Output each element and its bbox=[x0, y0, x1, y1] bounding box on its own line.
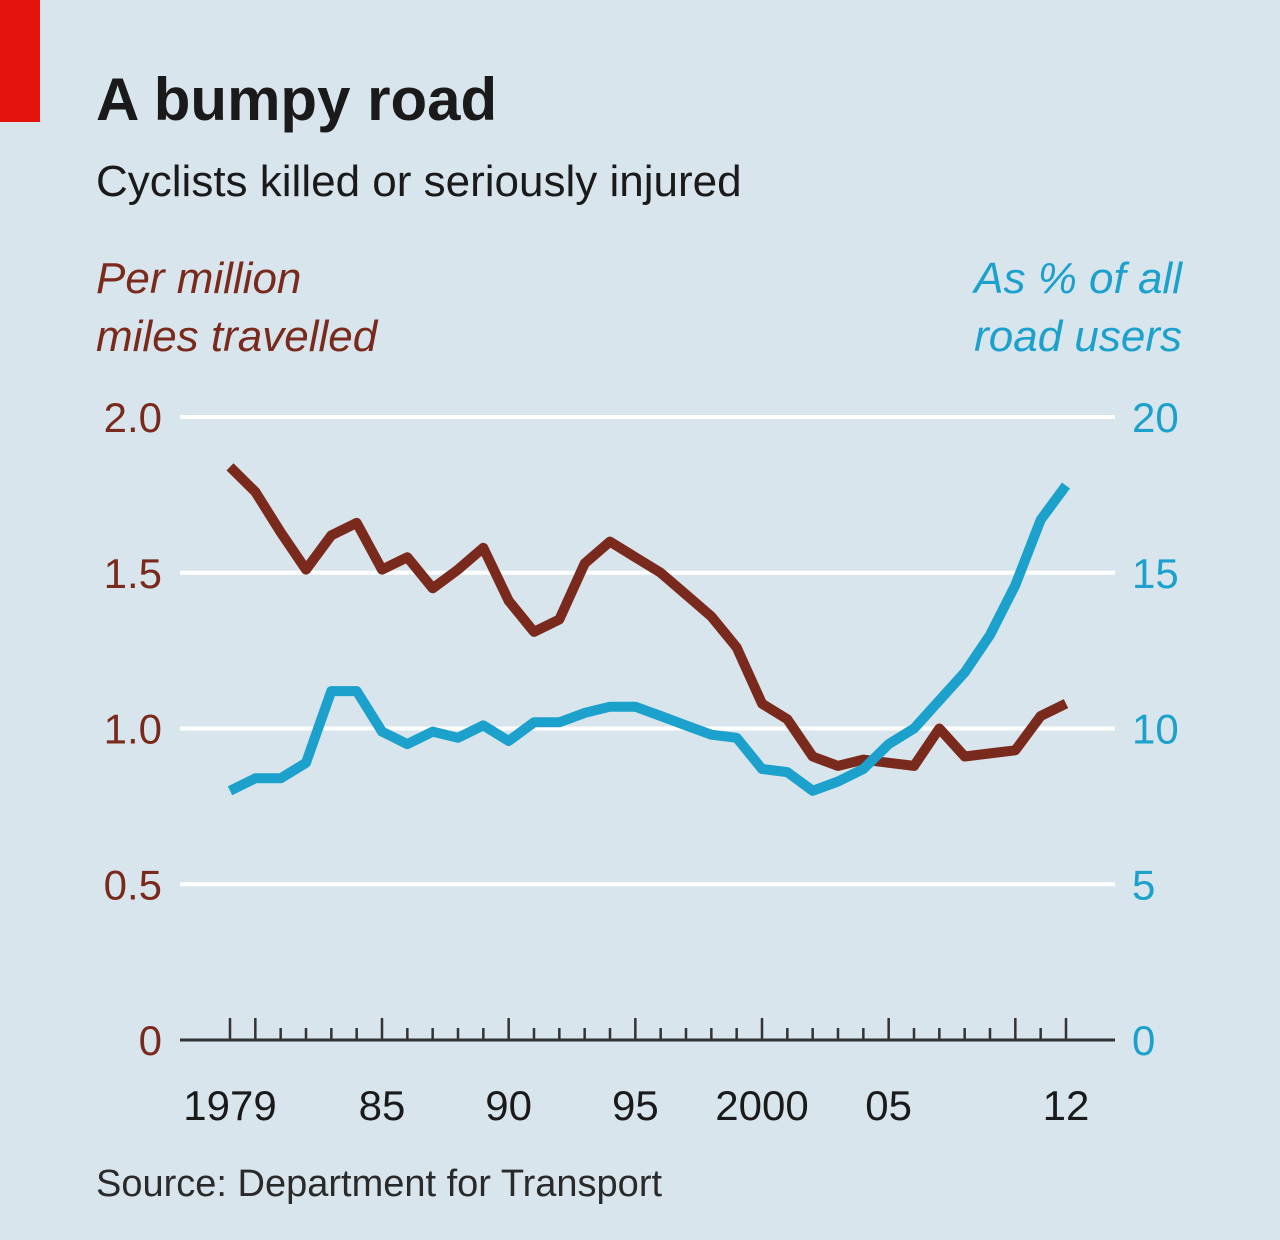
left-axis-ticks: 0 0.5 1.0 1.5 2.0 bbox=[104, 394, 162, 1064]
right-tick-label: 15 bbox=[1132, 550, 1179, 597]
left-axis-label-line-2: miles travelled bbox=[96, 312, 378, 361]
source-note: Source: Department for Transport bbox=[96, 1163, 663, 1205]
x-tick-label: 90 bbox=[485, 1082, 532, 1129]
series-line-percent-road-users bbox=[227, 482, 1071, 796]
right-axis-label: As % of all road users bbox=[974, 250, 1182, 366]
right-axis-ticks: 0 5 10 15 20 bbox=[1132, 394, 1179, 1064]
x-tick-label: 12 bbox=[1043, 1082, 1090, 1129]
x-tick-label: 05 bbox=[865, 1082, 912, 1129]
right-axis-label-line-1: As % of all bbox=[974, 254, 1182, 303]
left-axis-label-line-1: Per million bbox=[96, 254, 302, 303]
chart-subtitle: Cyclists killed or seriously injured bbox=[96, 157, 742, 206]
x-tick-label: 95 bbox=[612, 1082, 659, 1129]
x-tick-label: 1979 bbox=[183, 1082, 276, 1129]
series-line-per-million-miles bbox=[226, 463, 1069, 771]
right-tick-label: 20 bbox=[1132, 394, 1179, 441]
right-axis-label-line-2: road users bbox=[974, 312, 1182, 361]
left-tick-label: 2.0 bbox=[104, 394, 162, 441]
x-tick-label: 85 bbox=[359, 1082, 406, 1129]
left-tick-label: 1.5 bbox=[104, 550, 162, 597]
right-tick-label: 0 bbox=[1132, 1017, 1155, 1064]
x-tick-label: 2000 bbox=[715, 1082, 808, 1129]
left-tick-label: 1.0 bbox=[104, 706, 162, 753]
chart-title: A bumpy road bbox=[96, 66, 498, 133]
right-tick-label: 10 bbox=[1132, 706, 1179, 753]
series-layer bbox=[226, 463, 1071, 796]
left-axis-label: Per million miles travelled bbox=[96, 250, 377, 366]
left-tick-label: 0.5 bbox=[104, 861, 162, 908]
accent-tag bbox=[0, 0, 40, 122]
right-tick-label: 5 bbox=[1132, 861, 1155, 908]
gridlines bbox=[180, 415, 1115, 887]
left-tick-label: 0 bbox=[139, 1017, 162, 1064]
x-axis: 1979 85 90 95 2000 05 12 bbox=[180, 1018, 1115, 1129]
